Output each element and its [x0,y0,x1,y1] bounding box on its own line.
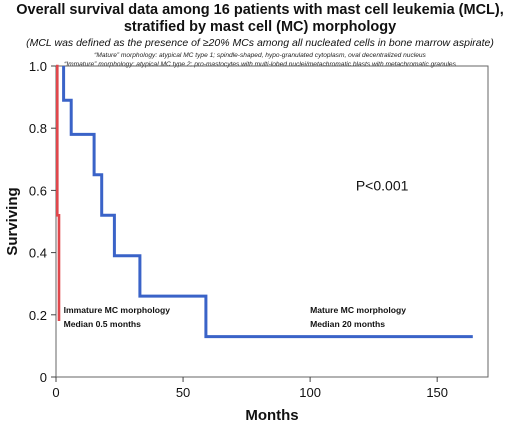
x-tick-label: 50 [176,385,190,400]
chart-title-line2: stratified by mast cell (MC) morphology [123,19,397,35]
y-axis-label: Surviving [4,187,21,255]
plot-frame [55,65,489,378]
y-tick-label: 0.2 [29,308,47,323]
chart-subtitle: (MCL was defined as the presence of ≥20%… [26,37,494,49]
y-tick-label: 1.0 [29,59,47,74]
mature-annotation-label: Mature MC morphology [310,305,406,315]
chart-title-line1: Overall survival data among 16 patients … [16,2,504,18]
immature-annotation-label: Immature MC morphology [64,305,171,315]
x-axis-label: Months [245,407,298,424]
immature-survival-curve [56,64,61,321]
y-tick-label: 0 [40,370,47,385]
x-tick-label: 0 [52,385,59,400]
mature-median-label: Median 20 months [310,319,385,329]
p-value-label: P<0.001 [356,177,409,193]
mature-definition: “Mature” morphology: atypical MC type 1;… [94,52,426,59]
x-tick-label: 100 [299,385,321,400]
mature-survival-curve [62,66,473,339]
y-tick-label: 0.6 [29,183,47,198]
y-tick-label: 0.8 [29,121,47,136]
immature-definition: “Immature” morphology: atypical MC type … [64,61,456,68]
immature-median-label: Median 0.5 months [64,319,142,329]
y-tick-label: 0.4 [29,246,47,261]
x-tick-label: 150 [426,385,448,400]
